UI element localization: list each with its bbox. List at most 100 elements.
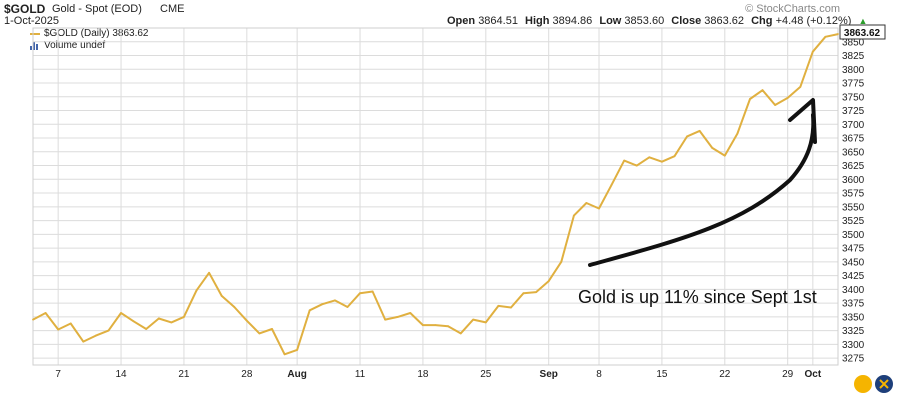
series-point xyxy=(786,96,789,99)
series-point xyxy=(661,160,663,163)
chg-label: Chg xyxy=(751,15,773,27)
series-point xyxy=(233,306,236,308)
series-point xyxy=(635,164,638,167)
y-axis-ticks: 3275 3300 3325 3350 3375 3400 3425 3450 3475 3500… xyxy=(842,37,865,364)
y-tick-label: 3425 xyxy=(842,271,865,282)
symbol-label: $GOLD xyxy=(4,2,46,16)
x-tick-label: Aug xyxy=(287,369,306,380)
series-point xyxy=(321,303,324,306)
series-point xyxy=(799,85,802,88)
y-tick-label: 3825 xyxy=(842,51,865,62)
y-tick-label: 3350 xyxy=(842,312,865,323)
series-point xyxy=(170,321,173,324)
series-point xyxy=(271,328,273,330)
series-point xyxy=(547,280,550,282)
series-point xyxy=(208,271,210,274)
series-point xyxy=(484,321,487,324)
series-point xyxy=(94,334,97,337)
brand-label: © StockCharts.com xyxy=(745,3,840,15)
y-tick-label: 3275 xyxy=(842,354,865,365)
x-tick-label: 22 xyxy=(719,369,731,380)
x-tick-label: 21 xyxy=(178,369,190,380)
series-point xyxy=(346,306,349,308)
series-point xyxy=(686,135,688,138)
series-point xyxy=(811,50,814,53)
series-point xyxy=(736,132,739,135)
chart-header: $GOLD Gold - Spot (EOD) CME © StockChart… xyxy=(0,0,900,20)
plot-frame xyxy=(32,27,839,366)
high-value: 3894.86 xyxy=(552,15,593,27)
series-point xyxy=(120,312,122,314)
series-point xyxy=(447,325,449,328)
series-point xyxy=(157,317,160,320)
series-point xyxy=(371,290,374,293)
series-point xyxy=(648,156,651,159)
series-point xyxy=(459,332,462,335)
x-tick-label: 18 xyxy=(417,369,429,380)
y-tick-label: 3375 xyxy=(842,299,865,310)
series-point xyxy=(749,98,751,100)
y-tick-label: 3450 xyxy=(842,257,865,268)
x-tick-label: 15 xyxy=(656,369,668,380)
series-point xyxy=(522,292,525,295)
last-price-label: 3863.62 xyxy=(844,28,881,39)
series-point xyxy=(422,324,424,327)
open-value: 3864.51 xyxy=(478,15,518,27)
series-point xyxy=(723,154,726,157)
horizontal-gridlines xyxy=(33,41,838,359)
legend-volume-label: Volume undef xyxy=(44,40,106,51)
y-tick-label: 3525 xyxy=(842,216,865,227)
y-tick-label: 3850 xyxy=(842,37,865,48)
series-point xyxy=(245,319,248,322)
chg-value: +4.48 (+0.12%) xyxy=(775,15,852,27)
y-tick-label: 3500 xyxy=(842,230,865,241)
x-tick-label: 7 xyxy=(55,369,61,380)
y-tick-label: 3750 xyxy=(842,92,865,103)
x-tick-label: 25 xyxy=(480,369,492,380)
y-tick-label: 3650 xyxy=(842,147,865,158)
series-point xyxy=(220,295,223,297)
series-point xyxy=(774,104,777,106)
series-point xyxy=(258,332,261,335)
series-point xyxy=(44,312,47,314)
close-label: Close xyxy=(671,15,702,27)
y-tick-label: 3725 xyxy=(842,106,865,117)
volume-bars-icon xyxy=(30,42,40,50)
x-tick-label: 14 xyxy=(115,369,127,380)
vertical-gridlines xyxy=(57,28,814,365)
series-point xyxy=(82,340,85,343)
series-point xyxy=(195,289,198,292)
y-tick-label: 3325 xyxy=(842,326,865,337)
x-tick-label: 28 xyxy=(241,369,253,380)
high-label: High xyxy=(525,15,550,27)
exchange-label: CME xyxy=(160,3,185,15)
watermark-logo-icon xyxy=(854,375,893,393)
series-point xyxy=(535,291,538,293)
y-tick-label: 3800 xyxy=(842,65,865,76)
x-tick-label: Sep xyxy=(540,369,558,380)
series-point xyxy=(132,320,135,323)
x-tick-label: Oct xyxy=(805,369,822,380)
series-point xyxy=(57,328,60,331)
close-value: 3863.62 xyxy=(704,15,745,27)
y-tick-label: 3400 xyxy=(842,285,865,296)
series-point xyxy=(396,315,399,318)
series-point xyxy=(384,318,387,321)
series-point xyxy=(698,129,701,132)
y-tick-label: 3300 xyxy=(842,340,865,351)
annotation-arrow xyxy=(588,98,817,267)
series-point xyxy=(308,309,311,312)
y-tick-label: 3600 xyxy=(842,175,865,186)
x-tick-label: 8 xyxy=(596,369,602,380)
series-point xyxy=(837,33,839,35)
series-point xyxy=(711,147,714,149)
y-tick-label: 3700 xyxy=(842,120,865,131)
series-point xyxy=(560,260,563,263)
series-point xyxy=(107,329,110,332)
series-point xyxy=(673,155,676,158)
series-point xyxy=(296,348,299,351)
x-axis-ticks: 7 14 21 28 Aug 11 18 25 Sep 8 15 22 29 Oct xyxy=(55,369,821,380)
y-tick-label: 3625 xyxy=(842,161,865,172)
chart-legend: $GOLD (Daily) 3863.62 Volume undef xyxy=(30,28,149,52)
